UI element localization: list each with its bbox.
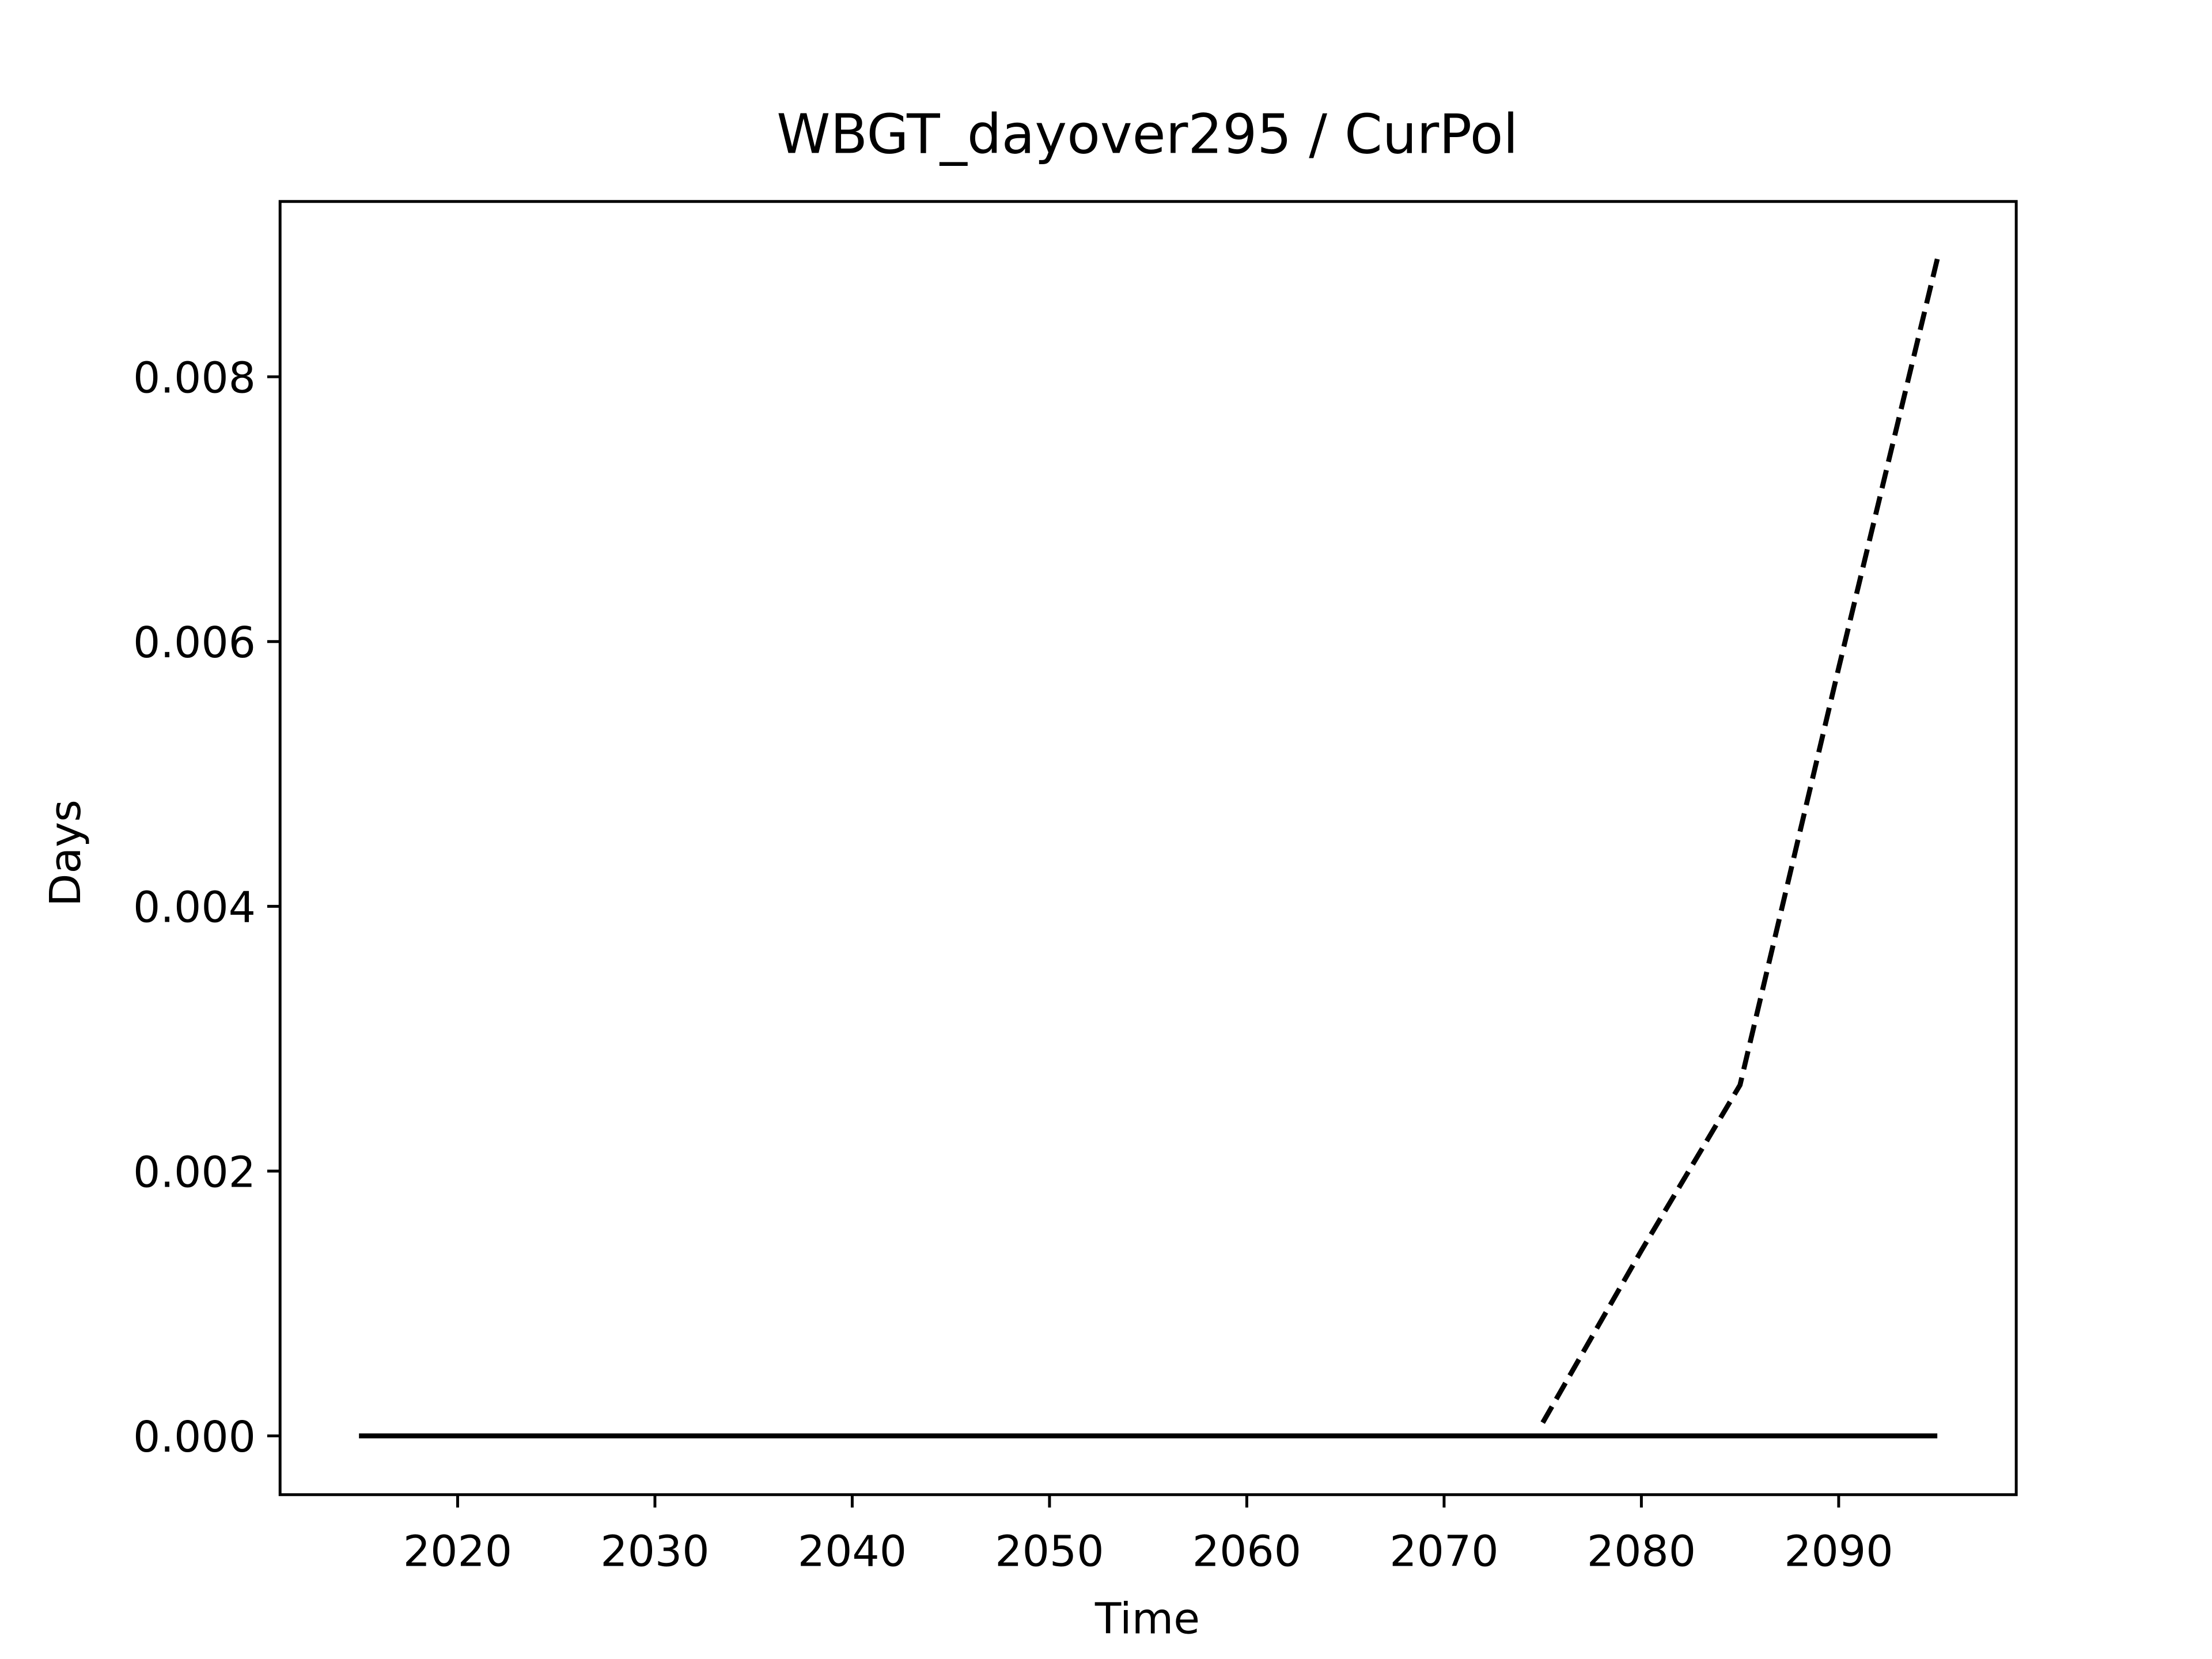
line-series	[1540, 258, 1940, 1424]
x-tick-label: 2020	[403, 1527, 512, 1577]
x-tick-label: 2080	[1587, 1527, 1696, 1577]
x-tick-label: 2070	[1389, 1527, 1498, 1577]
plot-frame	[278, 200, 2018, 1497]
y-tick-label: 0.000	[133, 1412, 256, 1462]
x-tick-label: 2040	[798, 1527, 907, 1577]
y-axis-label: Days	[40, 800, 90, 907]
y-tick-label: 0.008	[133, 353, 256, 403]
x-tick-label: 2060	[1192, 1527, 1301, 1577]
y-tick-label: 0.002	[133, 1147, 256, 1197]
x-tick-label: 2030	[600, 1527, 709, 1577]
y-tick-label: 0.006	[133, 618, 256, 668]
chart-title: WBGT_dayover295 / CurPol	[777, 103, 1518, 166]
x-tick-label: 2090	[1784, 1527, 1893, 1577]
x-tick-label: 2050	[995, 1527, 1104, 1577]
y-tick-label: 0.004	[133, 882, 256, 933]
x-axis-label: Time	[1094, 1593, 1200, 1643]
